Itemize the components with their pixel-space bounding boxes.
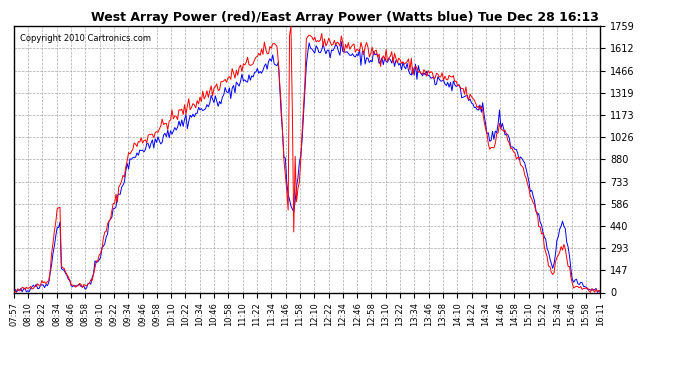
Text: West Array Power (red)/East Array Power (Watts blue) Tue Dec 28 16:13: West Array Power (red)/East Array Power …: [91, 11, 599, 24]
Text: Copyright 2010 Cartronics.com: Copyright 2010 Cartronics.com: [19, 34, 150, 43]
